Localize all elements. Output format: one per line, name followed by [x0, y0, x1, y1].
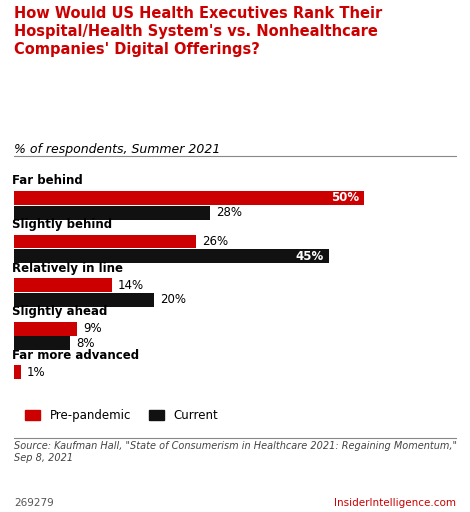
Text: 269279: 269279	[14, 498, 54, 508]
Bar	[14, 293, 154, 307]
Bar	[14, 191, 364, 205]
Text: Relatively in line: Relatively in line	[12, 262, 123, 274]
Bar	[14, 206, 210, 220]
Bar	[14, 322, 77, 335]
Legend: Pre-pandemic, Current: Pre-pandemic, Current	[20, 404, 223, 426]
Bar	[14, 249, 329, 263]
Bar	[14, 234, 196, 248]
Text: Source: Kaufman Hall, "State of Consumerism in Healthcare 2021: Regaining Moment: Source: Kaufman Hall, "State of Consumer…	[14, 441, 457, 463]
Text: Far more advanced: Far more advanced	[12, 349, 139, 361]
Bar	[14, 278, 112, 292]
Text: InsiderIntelligence.com: InsiderIntelligence.com	[334, 498, 456, 508]
Text: 28%: 28%	[216, 206, 242, 219]
Text: % of respondents, Summer 2021: % of respondents, Summer 2021	[14, 143, 220, 156]
Text: Slightly ahead: Slightly ahead	[12, 305, 107, 318]
Bar	[14, 365, 21, 379]
Text: How Would US Health Executives Rank Their
Hospital/Health System's vs. Nonhealth: How Would US Health Executives Rank Thei…	[14, 6, 383, 57]
Text: 45%: 45%	[296, 250, 324, 263]
Text: 9%: 9%	[83, 322, 102, 335]
Text: 14%: 14%	[118, 279, 144, 291]
Text: 50%: 50%	[331, 191, 359, 204]
Bar	[14, 336, 70, 350]
Text: 20%: 20%	[160, 293, 186, 306]
Text: 8%: 8%	[76, 337, 94, 350]
Text: Far behind: Far behind	[12, 175, 83, 187]
Text: 1%: 1%	[27, 366, 45, 378]
Text: Slightly behind: Slightly behind	[12, 218, 112, 231]
Text: 26%: 26%	[202, 235, 228, 248]
